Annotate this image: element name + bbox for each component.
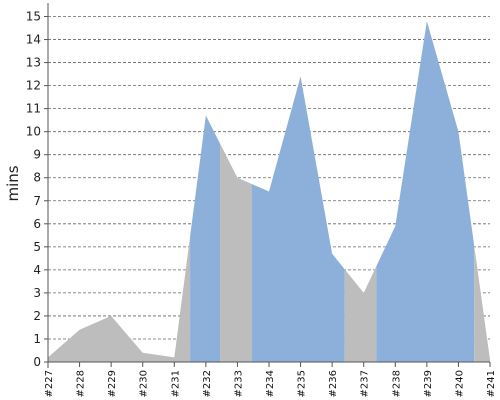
area-band [474, 21, 490, 362]
x-tick-label: #237 [360, 370, 371, 397]
y-tick-label: 12 [26, 79, 41, 93]
x-tick-label: #241 [486, 370, 497, 397]
y-tick-label: 6 [33, 217, 41, 231]
y-tick-label: 13 [26, 56, 41, 70]
y-tick-label: 1 [33, 332, 41, 346]
x-tick-label: #232 [202, 370, 213, 397]
x-tick-label: #227 [44, 370, 55, 397]
y-tick-label: 14 [26, 33, 41, 47]
y-axis-label: mins [4, 165, 22, 201]
y-tick-label: 15 [26, 10, 41, 24]
y-tick-label: 10 [26, 125, 41, 139]
x-tick-label: #235 [297, 370, 308, 397]
y-tick-label: 5 [33, 240, 41, 254]
x-tick-label: #231 [170, 370, 181, 397]
y-tick-label: 9 [33, 148, 41, 162]
x-tick-label: #228 [76, 370, 87, 397]
x-tick-labels: #227 #228 #229 #230 #231 #232 #233 #234 #235 #236… [44, 370, 497, 397]
area-band [220, 21, 252, 362]
axes [44, 3, 491, 368]
y-tick-label: 7 [33, 194, 41, 208]
y-tick-label: 3 [33, 286, 41, 300]
x-tick-label: #234 [265, 370, 276, 397]
area-band [190, 21, 221, 362]
x-tick-label: #229 [107, 370, 118, 397]
y-tick-label: 0 [33, 355, 41, 369]
y-tick-label: 11 [26, 102, 41, 116]
x-tick-label: #233 [233, 370, 244, 397]
area-band [376, 21, 475, 362]
area-band [48, 21, 191, 362]
x-tick-label: #239 [423, 370, 434, 397]
y-tick-label: 4 [33, 263, 41, 277]
x-tick-label: #238 [391, 370, 402, 397]
y-tick-label: 8 [33, 171, 41, 185]
x-tick-label: #230 [139, 370, 150, 397]
y-tick-label: 2 [33, 309, 41, 323]
area-band [344, 21, 377, 362]
x-tick-label: #236 [328, 370, 339, 397]
area-band [251, 21, 345, 362]
x-tick-label: #240 [454, 370, 465, 397]
area-series [48, 21, 490, 362]
